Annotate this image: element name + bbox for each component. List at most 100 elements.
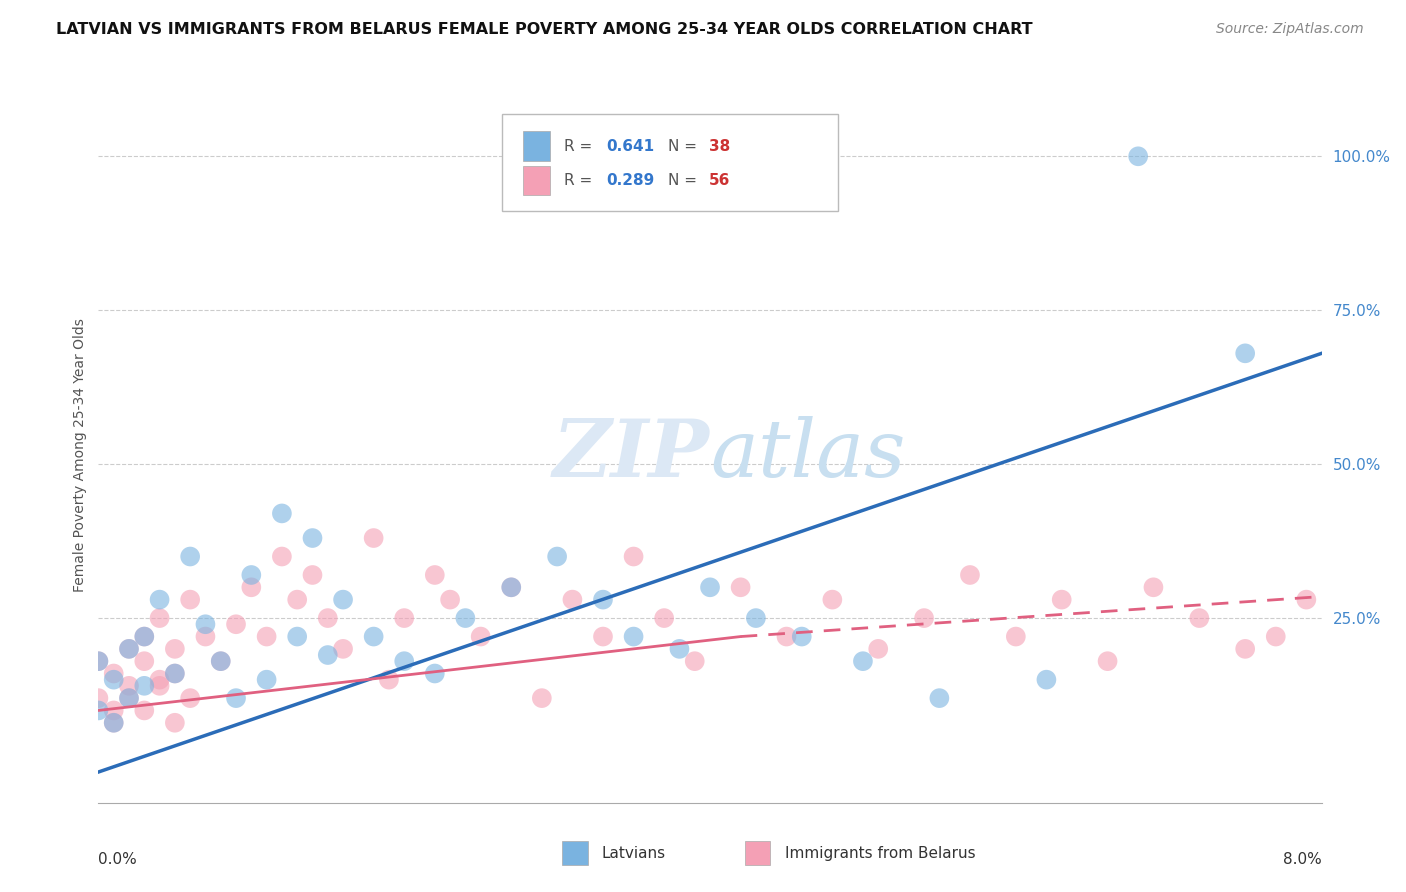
Text: 0.289: 0.289: [606, 173, 654, 188]
Point: [423, 666, 446, 681]
Point: [745, 611, 768, 625]
FancyBboxPatch shape: [523, 131, 550, 161]
Point: [1264, 630, 1286, 644]
Point: [439, 592, 461, 607]
Point: [163, 715, 186, 730]
Point: [270, 507, 294, 521]
Point: [316, 648, 339, 662]
Point: [240, 580, 263, 594]
Point: [118, 641, 141, 656]
Point: [225, 691, 247, 706]
Point: [730, 580, 752, 594]
Point: [821, 592, 844, 607]
Point: [87, 691, 110, 706]
FancyBboxPatch shape: [523, 166, 550, 195]
Point: [392, 611, 416, 625]
Point: [194, 617, 217, 632]
Point: [316, 611, 339, 625]
Point: [1188, 611, 1211, 625]
Point: [668, 641, 690, 656]
Point: [454, 611, 477, 625]
Point: [470, 630, 492, 644]
Text: ZIP: ZIP: [553, 417, 710, 493]
Point: [332, 592, 354, 607]
Point: [240, 568, 263, 582]
Point: [363, 630, 385, 644]
Point: [118, 691, 141, 706]
Point: [87, 703, 110, 717]
Point: [1004, 630, 1026, 644]
Point: [683, 654, 706, 668]
Point: [118, 691, 141, 706]
Point: [852, 654, 875, 668]
Point: [256, 630, 278, 644]
Point: [1295, 592, 1317, 607]
Text: Source: ZipAtlas.com: Source: ZipAtlas.com: [1216, 22, 1364, 37]
Point: [1142, 580, 1164, 594]
Y-axis label: Female Poverty Among 25-34 Year Olds: Female Poverty Among 25-34 Year Olds: [73, 318, 87, 592]
Point: [392, 654, 416, 668]
Point: [501, 580, 523, 594]
Point: [592, 630, 614, 644]
Point: [118, 679, 141, 693]
Text: N =: N =: [668, 173, 703, 188]
Text: Latvians: Latvians: [602, 846, 666, 861]
Point: [285, 592, 308, 607]
Point: [163, 666, 186, 681]
Point: [592, 592, 614, 607]
Point: [1234, 346, 1257, 360]
Point: [423, 568, 446, 582]
Point: [790, 630, 813, 644]
Point: [194, 630, 217, 644]
Point: [149, 592, 172, 607]
Point: [134, 654, 156, 668]
Point: [270, 549, 294, 564]
Point: [378, 673, 401, 687]
Point: [301, 568, 323, 582]
Point: [87, 654, 110, 668]
Point: [256, 673, 278, 687]
Point: [103, 703, 125, 717]
Point: [546, 549, 568, 564]
Point: [225, 617, 247, 632]
Point: [163, 641, 186, 656]
Point: [1234, 641, 1257, 656]
Text: Immigrants from Belarus: Immigrants from Belarus: [785, 846, 976, 861]
Text: LATVIAN VS IMMIGRANTS FROM BELARUS FEMALE POVERTY AMONG 25-34 YEAR OLDS CORRELAT: LATVIAN VS IMMIGRANTS FROM BELARUS FEMAL…: [56, 22, 1033, 37]
Point: [285, 630, 308, 644]
Point: [699, 580, 721, 594]
FancyBboxPatch shape: [502, 114, 838, 211]
Point: [1050, 592, 1073, 607]
Text: 8.0%: 8.0%: [1282, 852, 1322, 867]
Point: [868, 641, 890, 656]
Point: [179, 592, 201, 607]
Point: [623, 630, 645, 644]
Point: [1128, 149, 1150, 163]
Text: R =: R =: [564, 173, 598, 188]
Point: [149, 611, 172, 625]
Text: R =: R =: [564, 138, 598, 153]
Point: [118, 641, 141, 656]
Point: [652, 611, 675, 625]
Text: 38: 38: [709, 138, 730, 153]
Point: [103, 715, 125, 730]
Point: [163, 666, 186, 681]
Point: [561, 592, 583, 607]
Text: 0.641: 0.641: [606, 138, 654, 153]
Point: [103, 715, 125, 730]
Point: [363, 531, 385, 545]
Point: [301, 531, 323, 545]
Point: [134, 679, 156, 693]
Point: [912, 611, 935, 625]
Point: [149, 679, 172, 693]
Point: [775, 630, 797, 644]
Text: N =: N =: [668, 138, 703, 153]
Point: [134, 630, 156, 644]
Point: [959, 568, 981, 582]
Point: [149, 673, 172, 687]
Point: [530, 691, 553, 706]
Point: [209, 654, 232, 668]
Point: [103, 666, 125, 681]
Text: 56: 56: [709, 173, 730, 188]
Text: atlas: atlas: [710, 417, 905, 493]
